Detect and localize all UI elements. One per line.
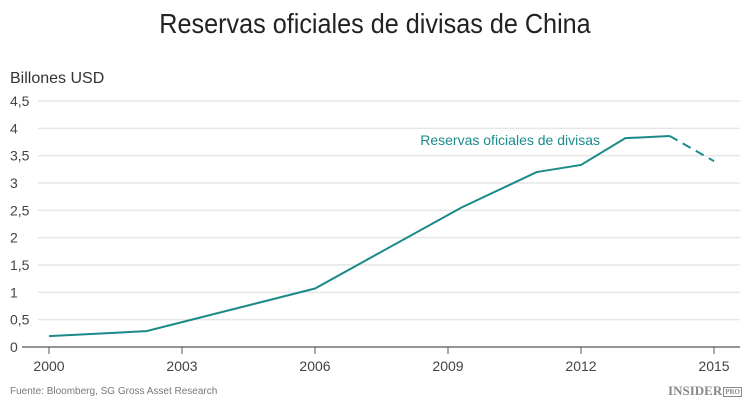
x-tick-label: 2000 [33, 358, 64, 374]
y-tick-label: 0,5 [10, 312, 30, 328]
y-tick-label: 4 [10, 120, 18, 136]
y-tick-label: 0 [10, 339, 18, 355]
y-tick-label: 2,5 [10, 202, 30, 218]
insider-pro-logo: INSIDER PRO [668, 383, 742, 399]
x-tick-label: 2006 [299, 358, 330, 374]
x-tick-label: 2015 [698, 358, 729, 374]
y-axis-label: Billones USD [10, 70, 105, 87]
y-tick-label: 4,5 [10, 93, 30, 109]
source-note: Fuente: Bloomberg, SG Gross Asset Resear… [10, 386, 218, 397]
projection-line [669, 135, 715, 163]
chart-title: Reservas oficiales de divisas de China [159, 8, 591, 39]
y-tick-label: 3,5 [10, 148, 30, 164]
x-tick-label: 2003 [166, 358, 197, 374]
y-tick-label: 2 [10, 230, 18, 246]
y-tick-label: 1 [10, 284, 18, 300]
y-tick-label: 1,5 [10, 257, 30, 273]
y-tick-label: 3 [10, 175, 18, 191]
x-tick-label: 2012 [565, 358, 596, 374]
logo-sub: PRO [723, 387, 742, 398]
series-label: Reservas oficiales de divisas [420, 132, 600, 148]
x-tick-label: 2009 [432, 358, 463, 374]
logo-text: INSIDER [668, 383, 723, 398]
series-line [48, 134, 670, 338]
